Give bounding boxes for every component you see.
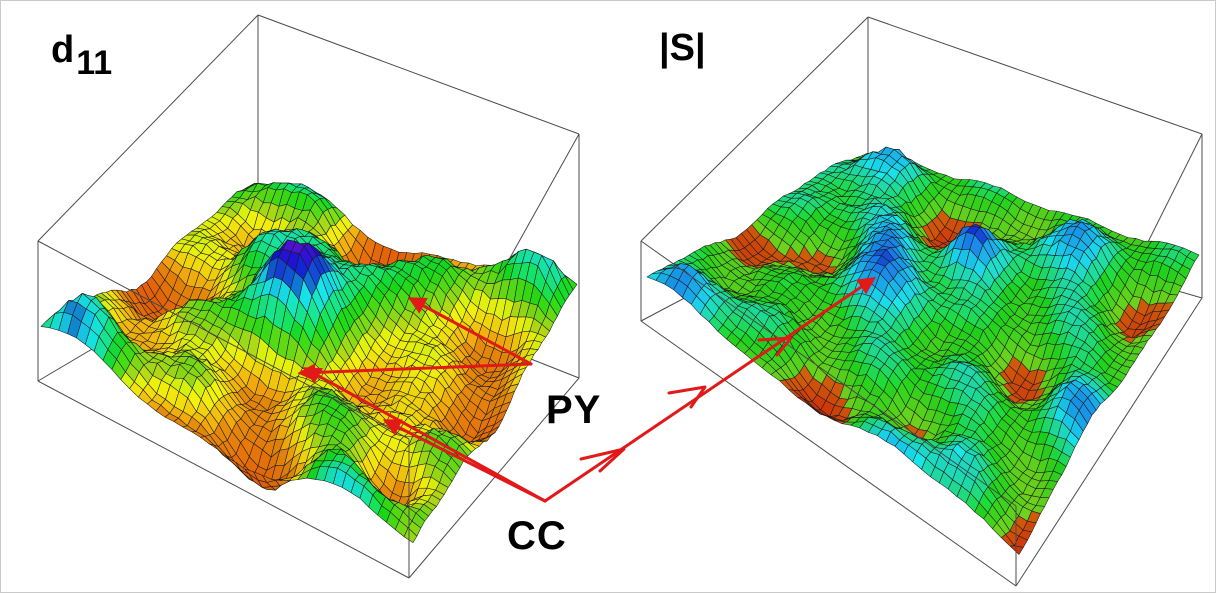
bounding-box-line bbox=[37, 380, 410, 579]
right-surface-facet bbox=[1009, 545, 1024, 555]
left-bounding-box-front bbox=[37, 240, 410, 579]
left-panel-title: d11 bbox=[51, 29, 112, 80]
right-surface-plot bbox=[646, 146, 1200, 555]
left-surface-facet bbox=[403, 527, 418, 543]
bounding-box-line bbox=[867, 16, 1203, 135]
py-label: PY bbox=[546, 388, 602, 432]
bounding-box-line bbox=[257, 14, 580, 135]
bounding-box-line bbox=[640, 16, 869, 242]
bounding-box-line bbox=[37, 14, 259, 242]
left-surface-plot bbox=[40, 182, 578, 543]
bounding-box-line bbox=[408, 377, 580, 579]
bounding-box-line bbox=[37, 240, 410, 440]
right-panel-title: |S| bbox=[659, 27, 706, 69]
left-title-subscript: 11 bbox=[76, 44, 113, 82]
bounding-box-line bbox=[1015, 297, 1203, 587]
left-title-main: d bbox=[51, 29, 75, 71]
cc-label: CC bbox=[507, 514, 567, 558]
